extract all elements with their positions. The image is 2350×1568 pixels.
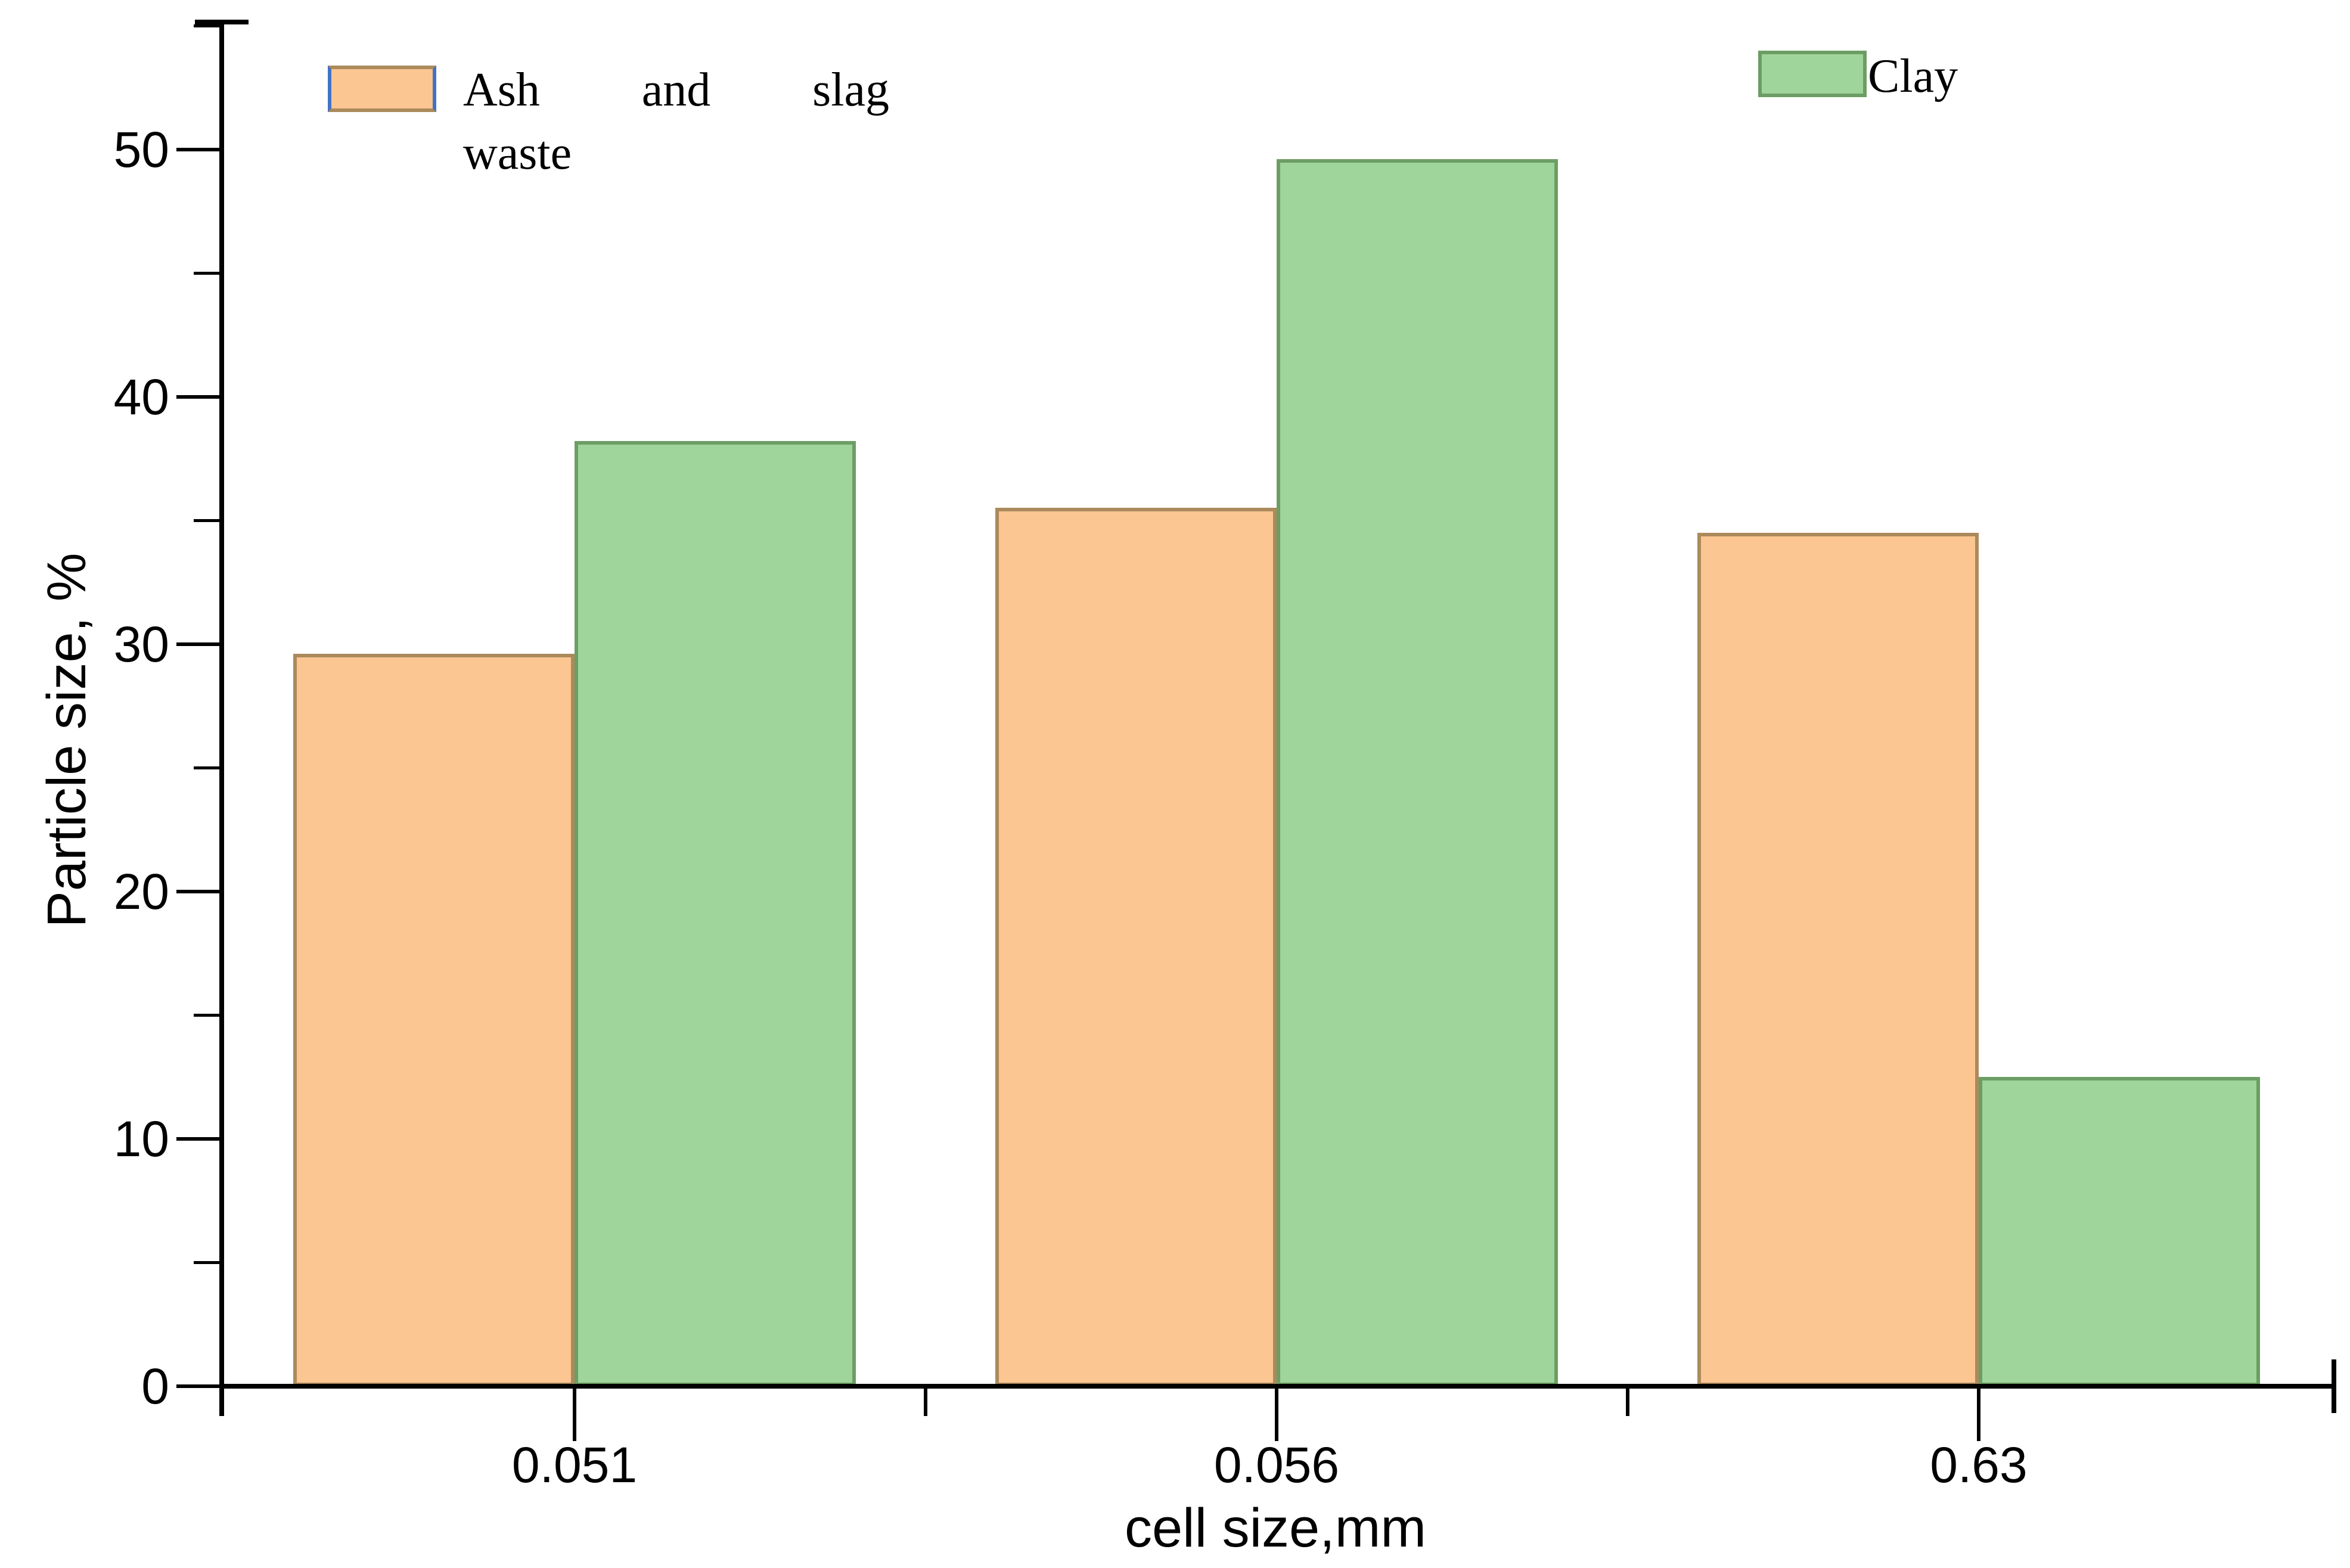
bar-clay-0.051 bbox=[575, 441, 856, 1386]
y-axis-minor-tick-35 bbox=[194, 518, 219, 522]
y-axis-major-tick-20 bbox=[176, 890, 219, 893]
y-axis-line bbox=[219, 22, 224, 1389]
legend-ash-swatch bbox=[328, 66, 436, 112]
y-axis-minor-tick-5 bbox=[194, 1260, 219, 1264]
x-axis-minor-tick-1 bbox=[924, 1389, 927, 1416]
bar-clay-0.056 bbox=[1277, 159, 1558, 1386]
x-axis-title: cell size,mm bbox=[1124, 1498, 1427, 1558]
y-axis-major-tick-50 bbox=[176, 148, 219, 151]
x-axis-minor-tick-2 bbox=[1626, 1389, 1629, 1416]
x-axis-major-tick-0.051 bbox=[573, 1389, 576, 1441]
x-axis-tick-label-0.051: 0.051 bbox=[511, 1437, 638, 1493]
y-axis-tick-label-50: 50 bbox=[113, 122, 169, 178]
bar-ash-slag-0.056 bbox=[995, 508, 1277, 1386]
x-axis-end-cap bbox=[2332, 1359, 2336, 1413]
x-axis-tick-label-0.056: 0.056 bbox=[1213, 1437, 1340, 1493]
y-axis-tick-label-20: 20 bbox=[113, 864, 169, 920]
legend-ash-label-line2: waste bbox=[463, 127, 572, 179]
y-axis-end-cap bbox=[195, 20, 249, 24]
y-axis-major-tick-30 bbox=[176, 642, 219, 646]
legend-ash-word-1: Ash bbox=[463, 64, 540, 116]
bar-ash-slag-0.63 bbox=[1697, 533, 1979, 1386]
y-axis-minor-tick-45 bbox=[194, 271, 219, 275]
y-axis-major-tick-10 bbox=[176, 1137, 219, 1141]
y-axis-minor-tick-15 bbox=[194, 1013, 219, 1017]
y-axis-tick-label-30: 30 bbox=[113, 616, 169, 672]
y-axis-minor-tick-55 bbox=[194, 24, 219, 27]
legend-clay-label: Clay bbox=[1868, 50, 1958, 103]
x-axis-origin-tick bbox=[219, 1389, 224, 1416]
y-axis-tick-label-0: 0 bbox=[141, 1358, 169, 1414]
bar-ash-slag-0.051 bbox=[293, 654, 575, 1386]
x-axis-major-tick-0.056 bbox=[1275, 1389, 1278, 1441]
y-axis-title: Particle size, % bbox=[36, 552, 97, 928]
legend-ash-word-2: and bbox=[641, 64, 711, 116]
y-axis-minor-tick-25 bbox=[194, 766, 219, 769]
y-axis-major-tick-0 bbox=[176, 1384, 219, 1388]
y-axis-major-tick-40 bbox=[176, 395, 219, 399]
x-axis-line bbox=[219, 1384, 2336, 1389]
legend-ash-label: Ash and slag waste bbox=[463, 58, 889, 185]
legend-ash-label-line1: Ash and slag bbox=[463, 58, 889, 122]
y-axis-tick-label-10: 10 bbox=[113, 1111, 169, 1167]
y-axis-tick-label-40: 40 bbox=[113, 369, 169, 425]
x-axis-tick-label-0.63: 0.63 bbox=[1930, 1437, 2028, 1493]
legend-ash-word-3: slag bbox=[812, 64, 889, 116]
bar-clay-0.63 bbox=[1979, 1077, 2260, 1386]
legend-clay-swatch bbox=[1758, 51, 1867, 97]
x-axis-major-tick-0.63 bbox=[1977, 1389, 1980, 1441]
